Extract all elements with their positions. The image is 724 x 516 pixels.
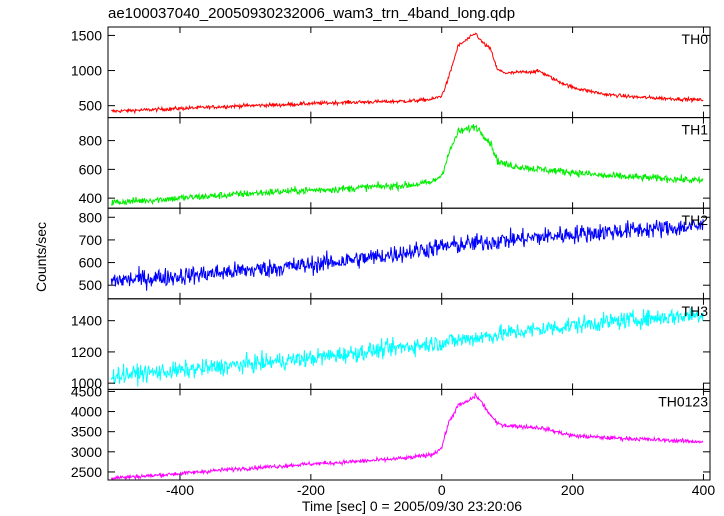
y-tick-label: 600 xyxy=(79,255,103,271)
panel-frame xyxy=(107,26,711,119)
y-tick-label: 1000 xyxy=(71,63,102,79)
x-tick-label: 400 xyxy=(692,482,716,498)
panel-frame xyxy=(107,388,711,481)
y-tick-label: 400 xyxy=(79,190,103,206)
y-tick-label: 1200 xyxy=(71,344,102,360)
y-axis-label: Counts/sec xyxy=(33,222,49,292)
x-tick-label: 200 xyxy=(561,482,585,498)
y-tick-label: 500 xyxy=(79,98,103,114)
y-tick-label: 800 xyxy=(79,209,103,225)
panel-th0123: 2500 3000 3500 4000 4500 TH0123 xyxy=(71,383,711,481)
panels: 500 1000 1500 TH0 400 600 800 TH1 500 600 700 800 TH… xyxy=(71,26,716,498)
panel-th0: 500 1000 1500 TH0 xyxy=(71,26,711,119)
panel-label: TH1 xyxy=(682,122,709,138)
series-line-th0123 xyxy=(110,391,704,481)
y-tick-label: 4500 xyxy=(71,383,102,399)
y-tick-label: 800 xyxy=(79,133,103,149)
x-tick-label: -200 xyxy=(297,482,325,498)
panel-frame xyxy=(107,298,711,390)
y-tick-label: 3500 xyxy=(71,424,102,440)
y-tick-label: 1400 xyxy=(71,313,102,329)
y-tick-label: 1500 xyxy=(71,27,102,43)
series-line-th3 xyxy=(110,307,704,387)
panel-th1: 400 600 800 TH1 xyxy=(79,117,711,209)
panel-label: TH2 xyxy=(682,212,709,228)
panel-label: TH0123 xyxy=(658,393,708,409)
y-tick-label: 600 xyxy=(79,161,103,177)
panel-label: TH3 xyxy=(682,303,709,319)
x-tick-label: -400 xyxy=(166,482,194,498)
y-tick-label: 2500 xyxy=(71,464,102,480)
series-line-th1 xyxy=(110,124,704,207)
y-tick-label: 3000 xyxy=(71,444,102,460)
x-tick-label: 0 xyxy=(438,482,446,498)
panel-th3: 1000 1200 1400 TH3 xyxy=(71,298,711,391)
panel-label: TH0 xyxy=(682,31,709,47)
chart-title: ae100037040_20050930232006_wam3_trn_4ban… xyxy=(108,5,515,22)
y-tick-label: 4000 xyxy=(71,404,102,420)
series-line-th2 xyxy=(110,219,704,291)
series-line-th0 xyxy=(111,32,704,115)
x-axis-label: Time [sec] 0 = 2005/09/30 23:20:06 xyxy=(302,498,522,514)
y-tick-label: 700 xyxy=(79,232,103,248)
panel-th2: 500 600 700 800 TH2 xyxy=(79,207,711,300)
y-tick-label: 500 xyxy=(79,277,103,293)
y-tick-label: 1000 xyxy=(71,375,102,391)
